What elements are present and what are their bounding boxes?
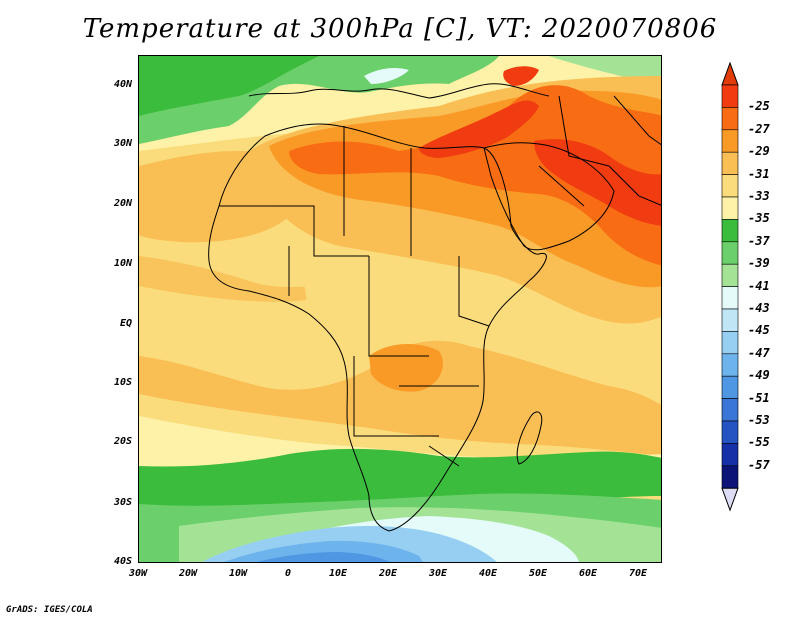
colorbar-swatch: [721, 174, 739, 198]
lon-label: 20E: [378, 568, 398, 579]
temp-band-west: [139, 150, 293, 243]
credit-text: GrADS: IGES/COLA: [6, 605, 93, 615]
colorbar-label: -49: [748, 368, 770, 383]
colorbar-label: -53: [748, 413, 770, 427]
temp-band-core-27: [289, 85, 661, 266]
colorbar-svg: [721, 61, 739, 512]
temperature-map: [138, 55, 662, 563]
lon-label: 40E: [478, 568, 498, 579]
lon-label: 10E: [328, 568, 348, 579]
colorbar-label: -39: [748, 256, 770, 271]
colorbar-swatch: [721, 129, 739, 153]
colorbar-swatch: [721, 84, 739, 108]
colorbar-label: -47: [748, 345, 770, 360]
colorbar-swatch: [721, 196, 739, 220]
colorbar-swatch: [721, 107, 739, 131]
temp-band-core-25-b: [534, 139, 661, 226]
colorbar-label: -41: [748, 278, 770, 293]
colorbar-swatch: [721, 353, 739, 377]
colorbar-over-arrow: [721, 61, 739, 86]
lon-label: 70E: [628, 568, 648, 579]
lat-label: 30N: [113, 138, 132, 149]
colorbar-label: -55: [748, 435, 770, 450]
colorbar-swatch: [721, 465, 739, 489]
colorbar-swatch: [721, 263, 739, 287]
colorbar-label: -37: [748, 233, 770, 248]
lat-label: 20N: [113, 198, 132, 209]
lon-label: 10W: [228, 568, 248, 579]
temp-band-north-cold-spot: [364, 68, 409, 84]
temp-band-south-49: [256, 552, 391, 562]
colorbar-label: -51: [748, 390, 770, 405]
colorbar-swatch: [721, 398, 739, 422]
colorbar-under-arrow: [721, 487, 739, 512]
colorbar-label: -35: [748, 211, 770, 226]
colorbar-label: -31: [748, 166, 770, 181]
colorbar-swatch: [721, 331, 739, 355]
colorbar-label: -27: [748, 121, 770, 136]
colorbar-label: -43: [748, 301, 770, 315]
colorbar-label: -45: [748, 323, 770, 338]
lon-label: 50E: [528, 568, 548, 579]
colorbar-swatch: [721, 151, 739, 175]
lon-label: 60E: [578, 568, 598, 579]
lat-label: 30S: [113, 497, 132, 508]
colorbar-swatch: [721, 241, 739, 265]
temp-band-west-strip: [139, 256, 329, 302]
colorbar-swatch: [721, 375, 739, 399]
colorbar-label: -57: [748, 457, 770, 472]
lon-label: 30E: [428, 568, 448, 579]
coastlines: [208, 83, 661, 532]
colorbar-label: -25: [748, 99, 770, 114]
temp-band-core-25-a: [419, 100, 539, 158]
colorbar-label: -29: [748, 144, 770, 159]
lon-label: 0: [284, 568, 292, 579]
lat-label: EQ: [119, 318, 132, 329]
colorbar-swatch: [721, 308, 739, 332]
colorbar-swatch: [721, 443, 739, 467]
lat-label: 40N: [113, 79, 132, 90]
colorbar-swatch: [721, 420, 739, 444]
temp-band-north-green-dark: [139, 56, 319, 116]
colorbar-label: -33: [748, 189, 770, 203]
temp-band-south-31: [139, 340, 661, 456]
colorbar-swatch: [721, 219, 739, 243]
lat-label: 40S: [113, 556, 132, 567]
lon-label: 20W: [178, 568, 198, 579]
temp-band-core-25-c: [503, 66, 539, 86]
lon-label: 30W: [128, 568, 148, 579]
lat-label: 10N: [113, 258, 132, 269]
lat-label: 10S: [113, 377, 132, 388]
map-title: Temperature at 300hPa [C], VT: 202007080…: [82, 14, 718, 44]
colorbar-swatch: [721, 286, 739, 310]
lat-label: 20S: [113, 436, 132, 447]
map-svg: [139, 56, 661, 562]
